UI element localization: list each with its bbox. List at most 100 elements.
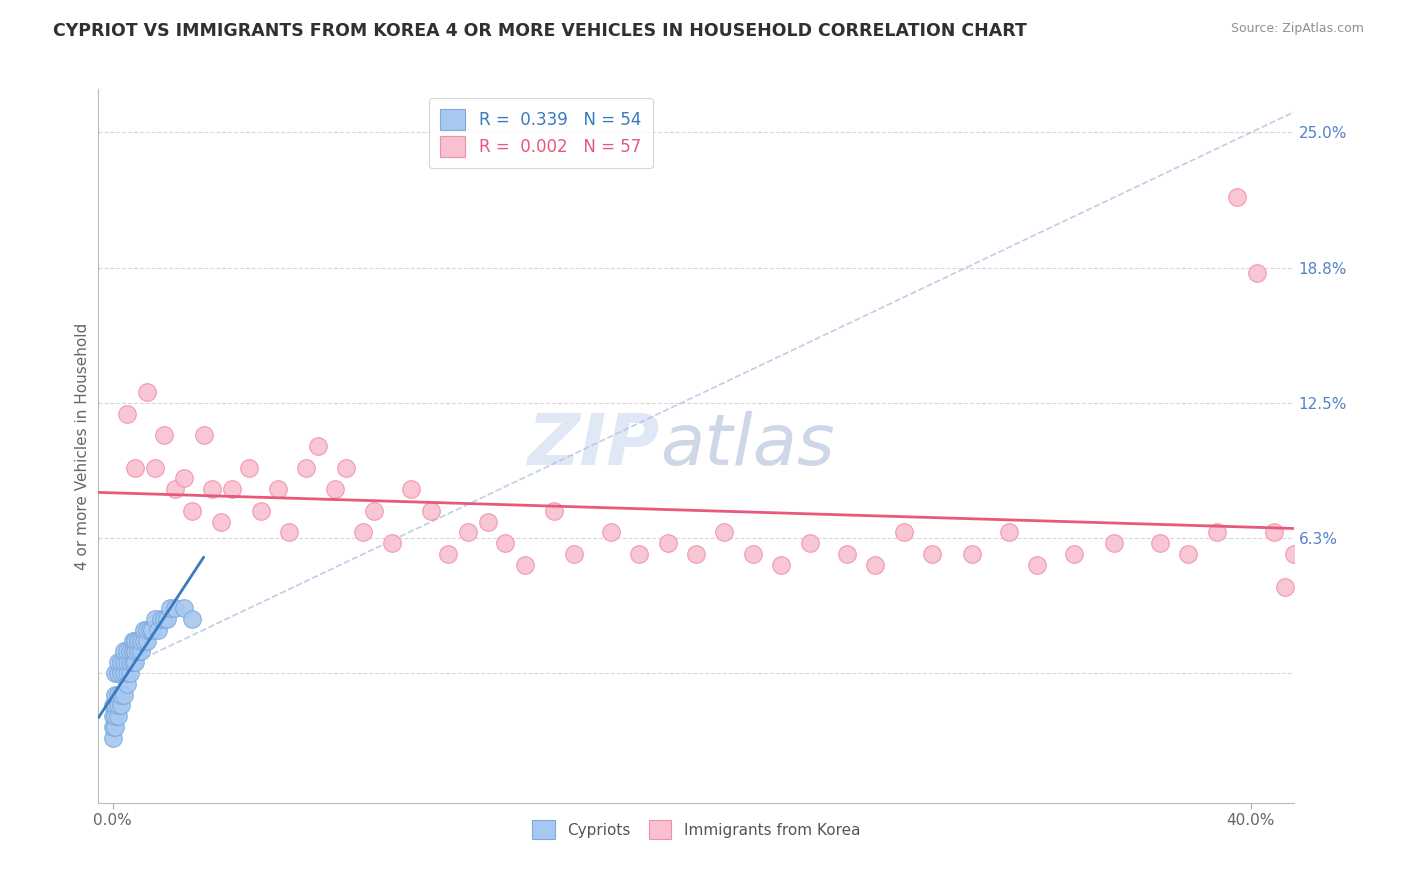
Point [110,655,132,669]
Point [127,633,149,648]
Point [115,407,138,421]
Point [1246,266,1268,280]
Point [1205,525,1227,540]
Text: CYPRIOT VS IMMIGRANTS FROM KOREA 4 OR MORE VEHICLES IN HOUSEHOLD CORRELATION CHA: CYPRIOT VS IMMIGRANTS FROM KOREA 4 OR MO… [53,22,1028,40]
Point [173,471,195,485]
Point [115,655,138,669]
Point [238,460,260,475]
Point [713,525,735,540]
Point [104,666,127,681]
Point [124,460,146,475]
Point [110,688,132,702]
Point [124,655,146,669]
Text: atlas: atlas [661,411,835,481]
Point [249,504,271,518]
Point [101,731,124,745]
Point [307,439,329,453]
Point [135,633,157,648]
Point [437,547,460,561]
Y-axis label: 4 or more Vehicles in Household: 4 or more Vehicles in Household [75,322,90,570]
Point [165,482,187,496]
Point [110,698,132,713]
Point [112,655,135,669]
Point [101,720,124,734]
Point [118,644,141,658]
Point [401,482,423,496]
Point [110,666,132,681]
Point [193,428,215,442]
Point [118,655,141,669]
Point [209,515,232,529]
Point [153,612,176,626]
Point [1282,547,1305,561]
Point [121,644,143,658]
Point [129,644,152,658]
Point [104,698,127,713]
Point [628,547,651,561]
Point [153,428,176,442]
Point [118,666,141,681]
Point [543,504,565,518]
Point [267,482,290,496]
Point [323,482,346,496]
Point [1149,536,1171,550]
Point [515,558,537,572]
Point [685,547,707,561]
Point [1063,547,1085,561]
Point [770,558,793,572]
Point [181,504,204,518]
Point [124,633,146,648]
Point [221,482,243,496]
Point [835,547,858,561]
Point [1026,558,1049,572]
Point [124,644,146,658]
Point [893,525,915,540]
Text: ZIP: ZIP [527,411,661,481]
Point [101,709,124,723]
Point [380,536,402,550]
Point [101,698,124,713]
Point [599,525,621,540]
Point [173,601,195,615]
Point [115,677,138,691]
Point [295,460,318,475]
Point [104,720,127,734]
Point [657,536,679,550]
Point [420,504,443,518]
Legend: Cypriots, Immigrants from Korea: Cypriots, Immigrants from Korea [526,814,866,845]
Point [363,504,385,518]
Point [799,536,821,550]
Point [165,601,187,615]
Point [138,623,160,637]
Point [1274,580,1296,594]
Point [181,612,204,626]
Point [121,655,143,669]
Point [143,460,166,475]
Point [156,612,179,626]
Point [335,460,357,475]
Point [135,384,157,399]
Point [112,688,135,702]
Point [148,623,170,637]
Point [115,644,138,658]
Point [132,633,155,648]
Point [107,655,129,669]
Point [352,525,374,540]
Point [921,547,943,561]
Point [494,536,516,550]
Point [562,547,585,561]
Point [115,666,138,681]
Point [477,515,499,529]
Point [457,525,479,540]
Point [104,709,127,723]
Point [1104,536,1126,550]
Point [1226,190,1249,204]
Point [127,644,149,658]
Point [960,547,983,561]
Point [865,558,887,572]
Point [107,709,129,723]
Point [107,688,129,702]
Point [201,482,224,496]
Point [141,623,163,637]
Point [159,601,181,615]
